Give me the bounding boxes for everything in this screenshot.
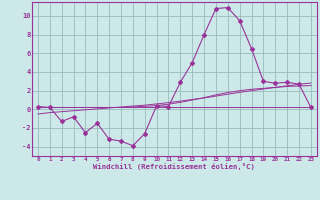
X-axis label: Windchill (Refroidissement éolien,°C): Windchill (Refroidissement éolien,°C) (93, 164, 255, 170)
